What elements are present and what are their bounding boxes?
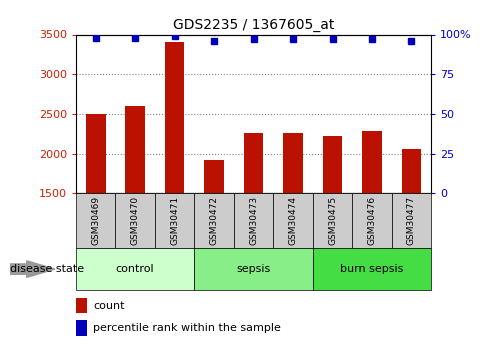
Text: GSM30477: GSM30477 [407,196,416,245]
Bar [402,149,421,193]
Bar [116,193,155,248]
Text: GSM30475: GSM30475 [328,196,337,245]
Bar [313,248,431,290]
Bar [313,193,352,248]
Bar [125,106,145,193]
Bar [273,193,313,248]
Bar [352,193,392,248]
Bar [195,193,234,248]
Text: GSM30470: GSM30470 [131,196,140,245]
Bar [322,136,343,193]
Bar [195,248,313,290]
Bar [155,193,195,248]
Text: GSM30473: GSM30473 [249,196,258,245]
Text: GSM30476: GSM30476 [368,196,376,245]
Bar [283,133,303,193]
Bar [362,130,382,193]
Bar [165,42,185,193]
Bar [76,193,116,248]
Text: sepsis: sepsis [237,264,270,274]
Title: GDS2235 / 1367605_at: GDS2235 / 1367605_at [173,18,334,32]
Bar [234,193,273,248]
Text: GSM30471: GSM30471 [170,196,179,245]
Text: GSM30469: GSM30469 [91,196,100,245]
Text: GSM30474: GSM30474 [289,196,297,245]
Bar [76,248,195,290]
Bar [86,114,105,193]
Text: burn sepsis: burn sepsis [340,264,404,274]
FancyArrow shape [10,261,55,277]
Text: percentile rank within the sample: percentile rank within the sample [93,323,281,333]
Bar [76,298,87,313]
Bar [392,193,431,248]
Bar [76,320,87,336]
Text: disease state: disease state [10,264,84,274]
Text: control: control [116,264,154,274]
Bar [244,133,264,193]
Text: count: count [93,301,124,311]
Text: GSM30472: GSM30472 [210,196,219,245]
Bar [204,160,224,193]
